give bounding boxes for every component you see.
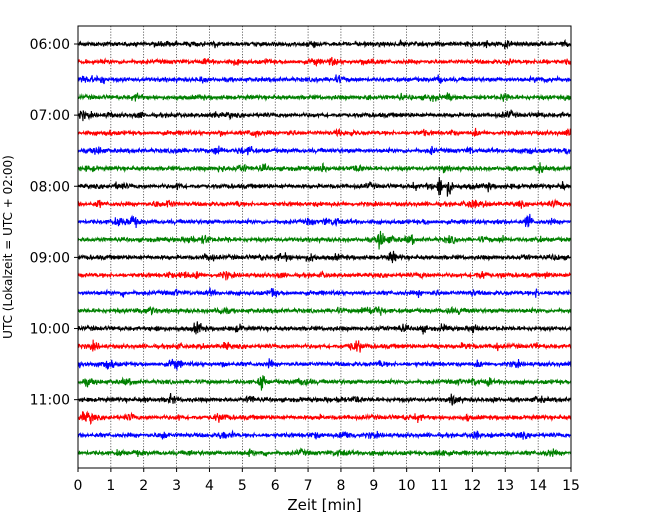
trace-line (77, 162, 572, 174)
trace-line (77, 321, 572, 335)
trace-line (77, 287, 572, 298)
x-axis-label: Zeit [min] (287, 496, 361, 514)
plot-frame (77, 25, 572, 469)
seismogram-traces (77, 38, 572, 458)
x-tick-label: 9 (369, 478, 378, 494)
y-axis-ticks: 06:00 07:00 08:00 09:00 10:00 11:00 (30, 37, 78, 409)
x-tick-label: 4 (205, 478, 214, 494)
trace-line (77, 392, 572, 406)
trace-line (77, 447, 572, 458)
trace-line (77, 305, 572, 316)
trace-line (77, 74, 572, 85)
x-tick-label: 11 (431, 478, 449, 494)
trace-line (77, 429, 572, 440)
trace-line (77, 176, 572, 197)
y-tick-label: 10:00 (30, 322, 70, 338)
trace-line (77, 56, 572, 67)
x-tick-label: 8 (336, 478, 345, 494)
x-tick-label: 14 (529, 478, 547, 494)
trace-line (77, 358, 572, 372)
trace-line (77, 410, 572, 425)
x-tick-label: 6 (271, 478, 280, 494)
trace-line (77, 250, 572, 264)
trace-line (77, 145, 572, 156)
x-tick-label: 12 (463, 478, 481, 494)
trace-line (77, 230, 572, 250)
trace-line (77, 127, 572, 138)
trace-line (77, 213, 572, 229)
trace-line (77, 270, 572, 281)
y-tick-label: 06:00 (30, 37, 70, 53)
x-tick-label: 7 (304, 478, 313, 494)
trace-line (77, 92, 572, 103)
x-tick-label: 5 (238, 478, 247, 494)
y-tick-label: 09:00 (30, 250, 70, 266)
x-tick-label: 10 (398, 478, 416, 494)
trace-line (77, 109, 572, 122)
y-tick-label: 08:00 (30, 179, 70, 195)
trace-line (77, 339, 572, 353)
x-tick-label: 13 (496, 478, 514, 494)
y-tick-label: 11:00 (30, 393, 70, 409)
y-tick-label: 07:00 (30, 108, 70, 124)
x-tick-label: 1 (106, 478, 115, 494)
x-tick-label: 2 (139, 478, 148, 494)
trace-line (77, 375, 572, 391)
trace-line (77, 198, 572, 209)
trace-line (77, 38, 572, 50)
x-tick-label: 15 (562, 478, 580, 494)
x-tick-label: 3 (172, 478, 181, 494)
x-tick-label: 0 (74, 478, 83, 494)
y-axis-label: UTC (Lokalzeit = UTC + 02:00) (1, 155, 15, 339)
x-axis-ticks: 0 1 2 3 4 5 6 7 8 9 10 11 12 13 14 15 (74, 468, 580, 494)
